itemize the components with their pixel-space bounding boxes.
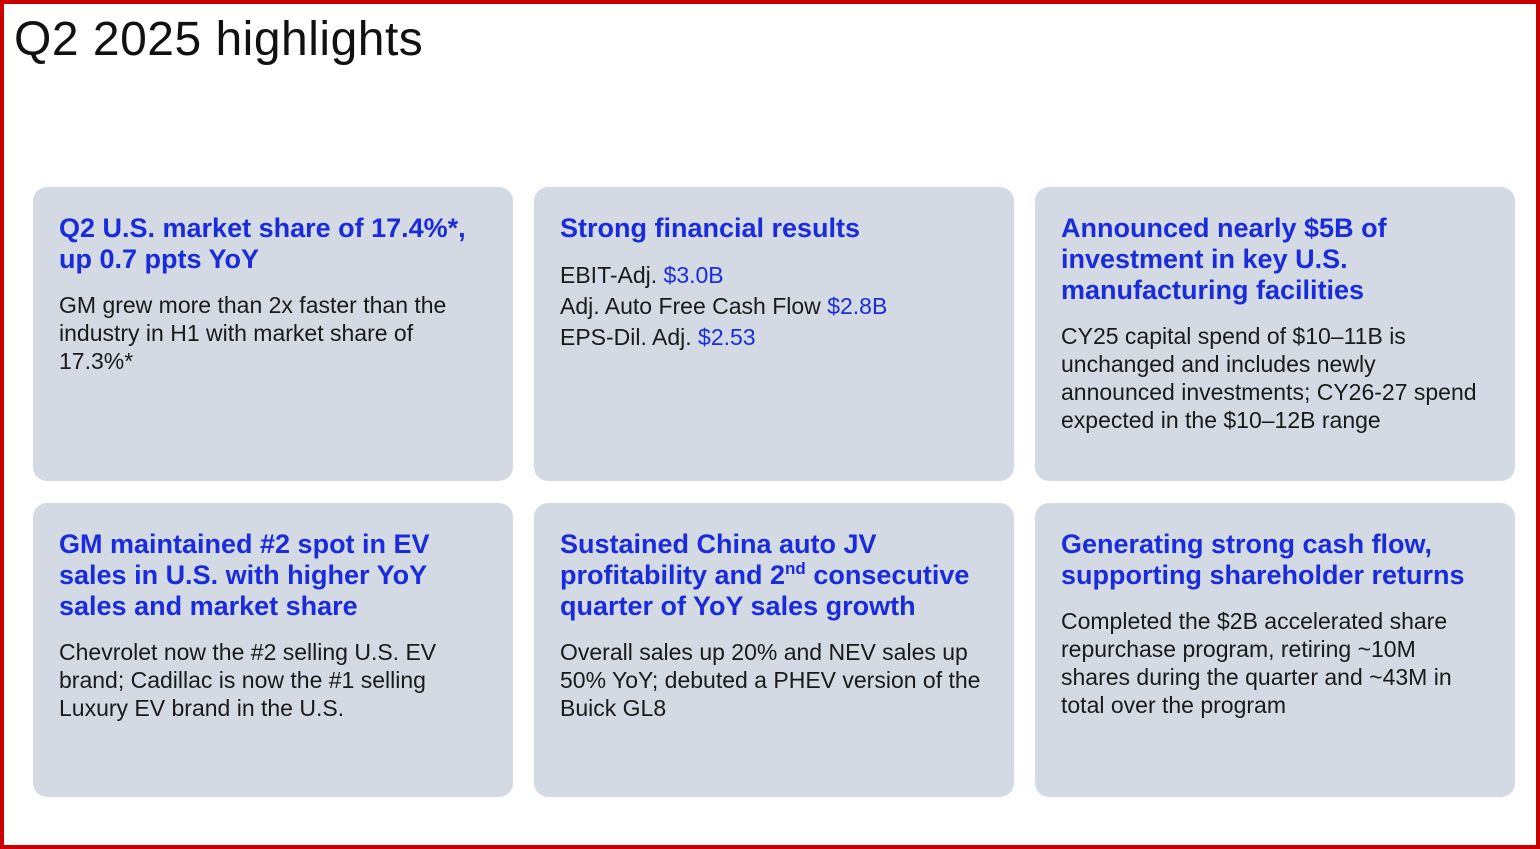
card-heading: Generating strong cash flow, supporting … bbox=[1061, 529, 1465, 590]
card-heading: Strong financial results bbox=[560, 213, 861, 243]
card-heading-superscript: nd bbox=[785, 559, 806, 578]
metric-value: $2.8B bbox=[827, 293, 888, 319]
card-heading: Sustained China auto JV profitability an… bbox=[560, 529, 988, 622]
metric-row: EBIT-Adj. $3.0B bbox=[560, 260, 988, 291]
metric-value: $2.53 bbox=[698, 324, 756, 350]
metric-value: $3.0B bbox=[663, 262, 724, 288]
highlight-card-investment: Announced nearly $5B of investment in ke… bbox=[1035, 187, 1515, 481]
metric-label: EBIT-Adj. bbox=[560, 262, 658, 288]
card-heading: Announced nearly $5B of investment in ke… bbox=[1061, 213, 1387, 305]
metric-row: Adj. Auto Free Cash Flow $2.8B bbox=[560, 291, 988, 322]
highlight-card-financial-results: Strong financial results EBIT-Adj. $3.0B… bbox=[534, 187, 1014, 481]
card-body: Completed the $2B accelerated share repu… bbox=[1061, 608, 1452, 718]
highlight-card-market-share: Q2 U.S. market share of 17.4%*, up 0.7 p… bbox=[33, 187, 513, 481]
card-heading: Q2 U.S. market share of 17.4%*, up 0.7 p… bbox=[59, 213, 466, 274]
card-heading-part: Sustained China auto JV profitability an… bbox=[560, 529, 877, 590]
page-title: Q2 2025 highlights bbox=[14, 13, 424, 66]
highlight-card-ev-sales: GM maintained #2 spot in EV sales in U.S… bbox=[33, 503, 513, 797]
metric-label: EPS-Dil. Adj. bbox=[560, 324, 692, 350]
metric-label: Adj. Auto Free Cash Flow bbox=[560, 293, 821, 319]
highlight-card-china-jv: Sustained China auto JV profitability an… bbox=[534, 503, 1014, 797]
card-body: Chevrolet now the #2 selling U.S. EV bra… bbox=[59, 639, 437, 721]
card-body: CY25 capital spend of $10–11B is unchang… bbox=[1061, 323, 1477, 433]
metric-row: EPS-Dil. Adj. $2.53 bbox=[560, 322, 988, 353]
card-heading: GM maintained #2 spot in EV sales in U.S… bbox=[59, 529, 430, 621]
card-heading-part: consecutive quarter of YoY sales growth bbox=[560, 560, 970, 621]
highlight-card-shareholder-returns: Generating strong cash flow, supporting … bbox=[1035, 503, 1515, 797]
card-body: Overall sales up 20% and NEV sales up 50… bbox=[560, 639, 981, 721]
card-body: GM grew more than 2x faster than the ind… bbox=[59, 292, 447, 374]
